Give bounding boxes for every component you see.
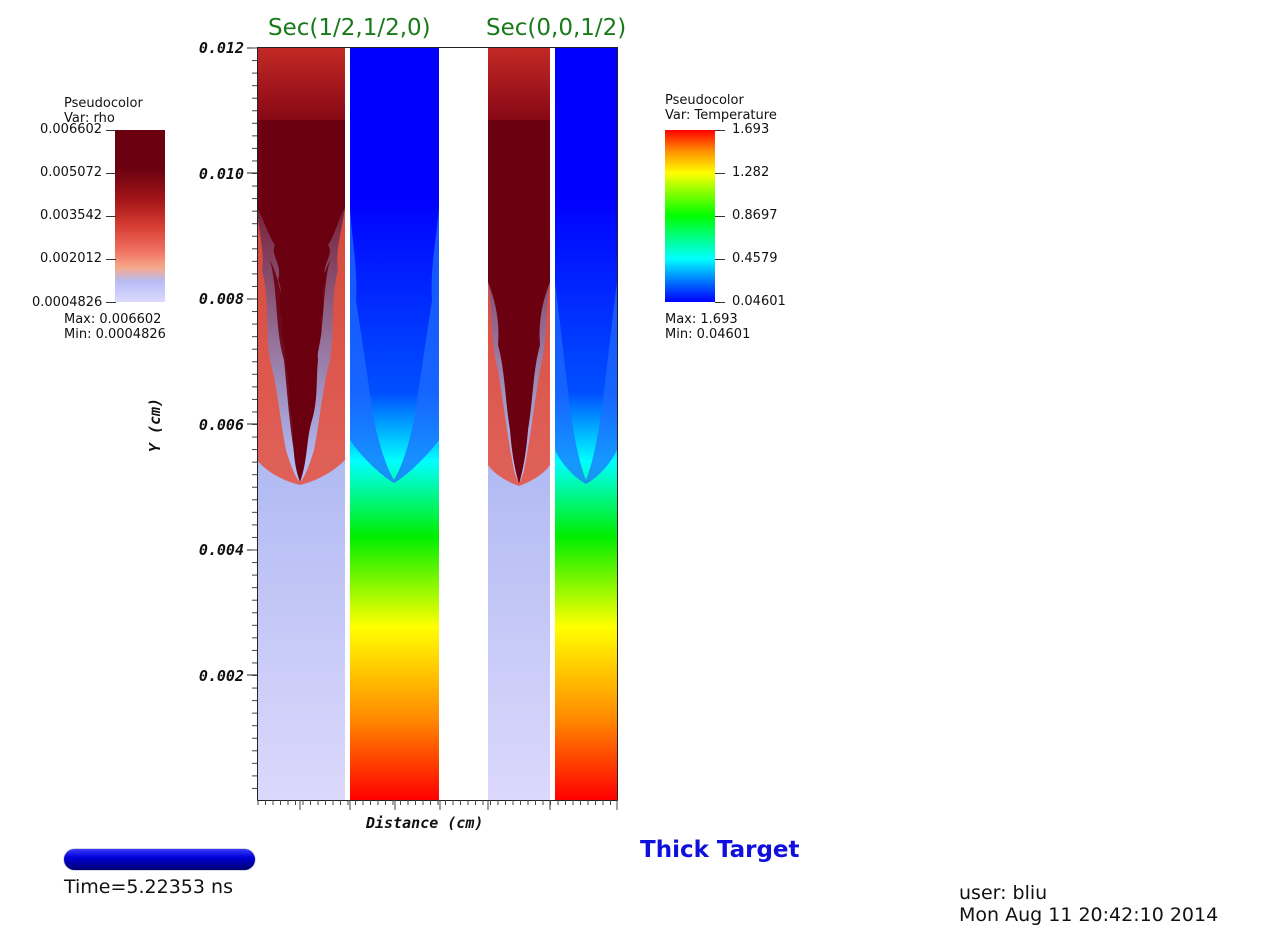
legend-rho-var: Var: rho [64, 111, 115, 126]
y-tick-label: 0.002 [198, 667, 244, 685]
section-label-2: Sec(0,0,1/2) [486, 15, 627, 41]
legend-temp-tick [715, 259, 725, 260]
temp-panel-right [555, 47, 617, 800]
user-label: user: bliu [959, 882, 1048, 904]
legend-rho-title-line1: Pseudocolor [64, 96, 143, 111]
legend-temp-title-line1: Pseudocolor [665, 93, 744, 108]
legend-rho-tick [106, 302, 116, 303]
legend-rho-max: Max: 0.006602 [64, 312, 162, 327]
legend-rho-tick [106, 173, 116, 174]
legend-temp-tick [715, 173, 725, 174]
legend-temp-tick [715, 216, 725, 217]
legend-temp-title: Pseudocolor Var: Temperature [665, 93, 777, 123]
legend-temp-tick-label: 0.04601 [732, 294, 786, 309]
legend-temp-min: Min: 0.04601 [665, 327, 751, 342]
legend-rho-tick [106, 259, 116, 260]
legend-temp-colorbar [665, 130, 715, 302]
y-tick-label: 0.008 [198, 290, 244, 308]
legend-temp-tick [715, 302, 725, 303]
legend-rho-tick [106, 216, 116, 217]
legend-rho-tick [106, 130, 116, 131]
y-tick-label: 0.010 [198, 165, 244, 183]
rho-panel-right [488, 47, 550, 800]
legend-temp-tick-label: 0.8697 [732, 208, 778, 223]
legend-rho-tick-label: 0.0004826 [32, 295, 103, 310]
y-tick-label: 0.012 [198, 39, 244, 57]
legend-temp-var: Var: Temperature [665, 108, 777, 123]
legend-rho-tick-label: 0.005072 [40, 165, 103, 180]
legend-temp-tick-label: 1.693 [732, 122, 770, 137]
legend-rho-tick-label: 0.006602 [40, 122, 103, 137]
y-tick-label: 0.006 [198, 416, 244, 434]
section-label-1: Sec(1/2,1/2,0) [268, 15, 431, 41]
plot-title: Thick Target [640, 837, 800, 863]
legend-rho-tick-label: 0.002012 [40, 251, 103, 266]
legend-temp-tick-label: 1.282 [732, 165, 770, 180]
legend-temp-max: Max: 1.693 [665, 312, 738, 327]
x-axis-label: Distance (cm) [366, 814, 484, 832]
date-label: Mon Aug 11 20:42:10 2014 [959, 904, 1219, 926]
legend-rho-tick-label: 0.003542 [40, 208, 103, 223]
time-slider-bar[interactable] [64, 849, 255, 870]
rho-panel-left [257, 47, 345, 800]
legend-temp-tick [715, 130, 725, 131]
time-label: Time=5.22353 ns [64, 876, 233, 898]
y-tick-label: 0.004 [198, 541, 244, 559]
legend-rho-min: Min: 0.0004826 [64, 327, 166, 342]
legend-rho-title: Pseudocolor Var: rho [64, 96, 143, 126]
temp-panel-left [350, 47, 439, 800]
legend-temp-tick-label: 0.4579 [732, 251, 778, 266]
legend-rho-colorbar [115, 130, 165, 302]
